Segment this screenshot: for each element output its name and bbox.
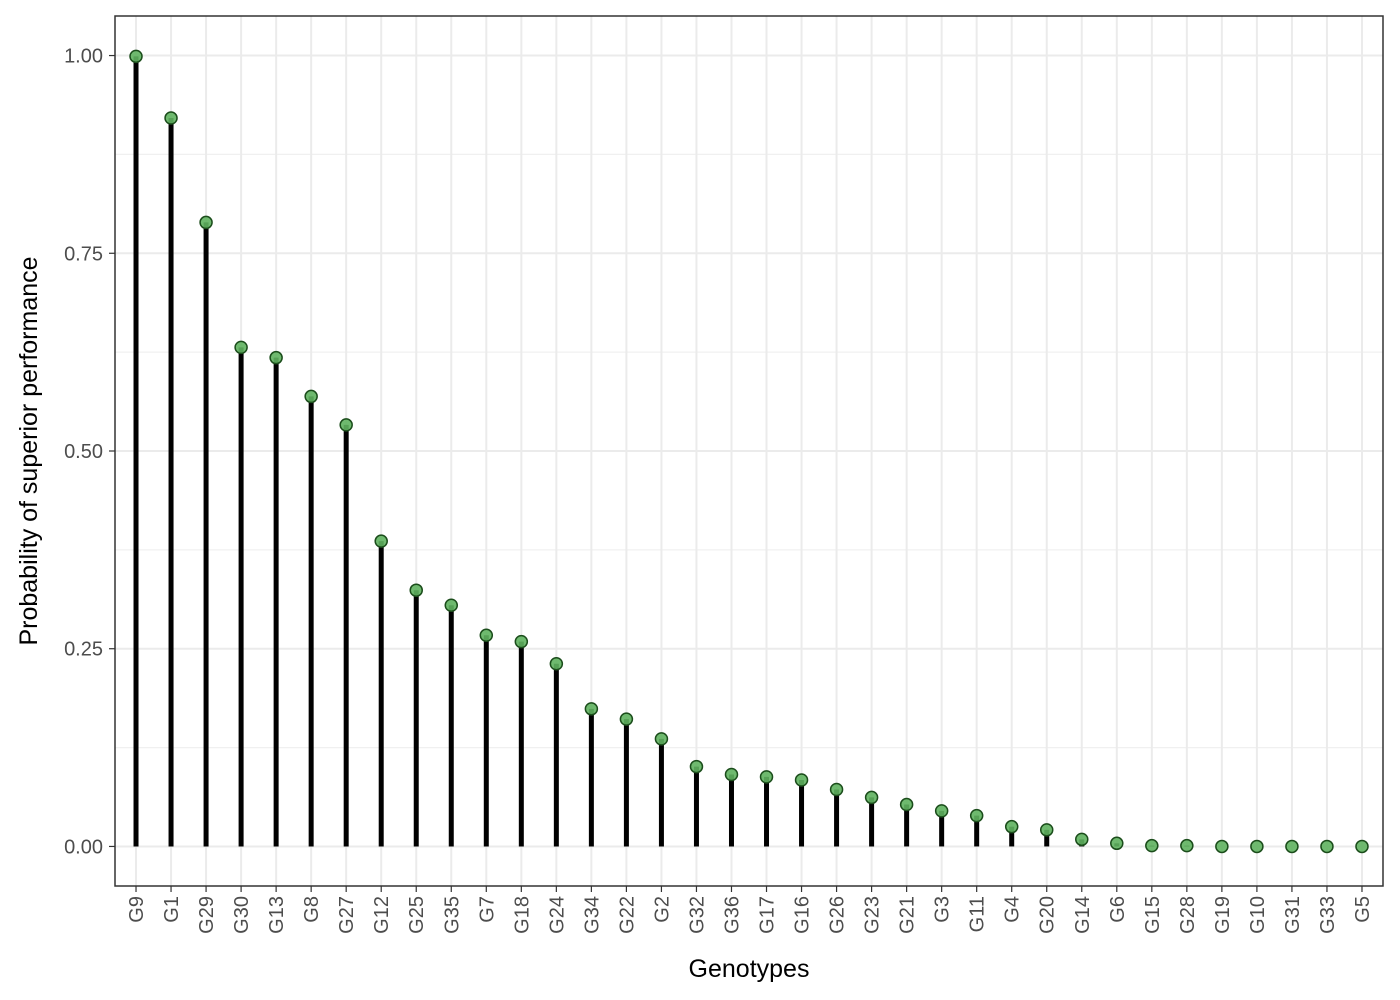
x-tick-label: G5 <box>1352 896 1374 923</box>
point <box>829 782 844 797</box>
x-tick-label: G1 <box>161 896 183 923</box>
point <box>724 767 739 782</box>
x-tick-label: G35 <box>441 896 463 934</box>
y-tick-label: 1.00 <box>64 46 103 68</box>
point <box>584 702 599 716</box>
point <box>1039 823 1054 837</box>
point <box>479 628 494 643</box>
x-tick-label: G28 <box>1177 896 1199 934</box>
point <box>1320 839 1334 854</box>
x-tick-label: G18 <box>511 896 533 934</box>
x-tick-label: G36 <box>721 896 743 934</box>
point <box>129 49 143 64</box>
point <box>619 712 634 726</box>
point <box>969 808 984 823</box>
x-tick-label: G3 <box>932 896 954 923</box>
point <box>864 790 879 805</box>
x-tick-label: G20 <box>1037 896 1059 934</box>
x-tick-label: G15 <box>1142 896 1164 934</box>
y-tick-label: 0.75 <box>64 243 103 265</box>
y-tick-label: 0.25 <box>64 639 103 661</box>
x-tick-label: G11 <box>967 896 989 932</box>
x-tick-label: G13 <box>266 896 288 934</box>
point <box>1250 839 1264 854</box>
x-tick-label: G27 <box>336 896 358 934</box>
point <box>1004 819 1019 834</box>
point <box>1180 838 1194 853</box>
x-tick-label: G24 <box>546 896 568 934</box>
x-tick-label: G4 <box>1002 896 1024 923</box>
point <box>689 759 704 774</box>
point <box>1110 836 1124 851</box>
x-tick-label: G14 <box>1072 896 1094 934</box>
x-tick-label: G2 <box>651 896 673 923</box>
point <box>339 418 353 432</box>
point <box>374 534 388 548</box>
point <box>234 340 248 355</box>
point <box>759 770 774 784</box>
point <box>794 773 809 787</box>
x-tick-label: G31 <box>1282 896 1304 934</box>
point <box>514 634 529 649</box>
point <box>934 804 949 818</box>
point <box>199 215 213 230</box>
x-tick-label: G25 <box>406 896 428 934</box>
y-tick-label: 0.50 <box>64 441 103 463</box>
x-tick-label: G34 <box>581 896 603 934</box>
point <box>1285 839 1299 854</box>
x-tick-label: G23 <box>862 896 884 934</box>
x-tick-label: G29 <box>196 896 218 934</box>
x-axis-title: Genotypes <box>689 955 810 983</box>
point <box>164 111 178 125</box>
point <box>1075 832 1089 847</box>
point <box>409 583 423 597</box>
point <box>1355 839 1369 854</box>
x-tick-label: G9 <box>126 896 148 923</box>
x-tick-label: G30 <box>231 896 253 934</box>
x-tick-label: G7 <box>476 896 498 923</box>
x-tick-label: G10 <box>1247 896 1269 934</box>
y-axis-title: Probability of superior performance <box>15 256 43 645</box>
y-tick-label: 0.00 <box>64 836 103 858</box>
point <box>304 389 318 404</box>
x-tick-label: G33 <box>1317 896 1339 934</box>
x-tick-label: G16 <box>792 896 814 934</box>
point <box>899 797 914 812</box>
x-tick-label: G17 <box>757 896 779 934</box>
x-tick-label: G32 <box>686 896 708 934</box>
plot-border <box>114 15 1384 887</box>
x-tick-label: G22 <box>616 896 638 934</box>
point <box>1215 839 1229 854</box>
x-tick-label: G19 <box>1212 896 1234 934</box>
point <box>549 657 564 671</box>
x-tick-label: G6 <box>1107 896 1129 923</box>
x-tick-label: G26 <box>827 896 849 934</box>
point <box>444 598 459 612</box>
point <box>269 350 283 365</box>
x-tick-label: G12 <box>371 896 393 934</box>
point <box>654 732 669 746</box>
point <box>1145 838 1159 853</box>
x-tick-label: G21 <box>897 896 919 934</box>
x-tick-label: G8 <box>301 896 323 923</box>
